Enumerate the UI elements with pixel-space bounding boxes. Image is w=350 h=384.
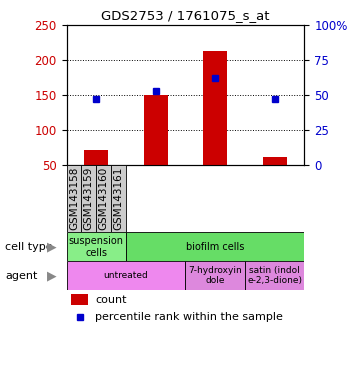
Bar: [263, 157, 287, 165]
Text: untreated: untreated: [104, 271, 148, 280]
Text: GSM143158: GSM143158: [69, 167, 79, 230]
Bar: [245, 261, 304, 290]
Bar: [203, 51, 227, 165]
Text: 7-hydroxyin
dole: 7-hydroxyin dole: [188, 266, 242, 285]
Bar: [84, 150, 108, 165]
Text: GSM143161: GSM143161: [113, 167, 124, 230]
Text: GSM143160: GSM143160: [99, 167, 109, 230]
Text: biofilm cells: biofilm cells: [186, 242, 244, 252]
Bar: [66, 261, 186, 290]
Bar: [126, 232, 304, 261]
Bar: [111, 165, 126, 232]
Text: ▶: ▶: [47, 240, 57, 253]
Text: satin (indol
e-2,3-dione): satin (indol e-2,3-dione): [247, 266, 302, 285]
Text: GSM143159: GSM143159: [84, 167, 94, 230]
Text: percentile rank within the sample: percentile rank within the sample: [95, 312, 283, 322]
Bar: [66, 165, 81, 232]
Bar: [66, 232, 126, 261]
Bar: [81, 165, 96, 232]
Bar: [144, 95, 168, 165]
Text: agent: agent: [5, 270, 38, 281]
Bar: [96, 165, 111, 232]
Bar: [71, 295, 88, 306]
Text: suspension
cells: suspension cells: [69, 236, 124, 258]
Bar: [186, 261, 245, 290]
Text: count: count: [95, 295, 127, 305]
Title: GDS2753 / 1761075_s_at: GDS2753 / 1761075_s_at: [101, 9, 270, 22]
Text: cell type: cell type: [5, 242, 53, 252]
Text: ▶: ▶: [47, 269, 57, 282]
